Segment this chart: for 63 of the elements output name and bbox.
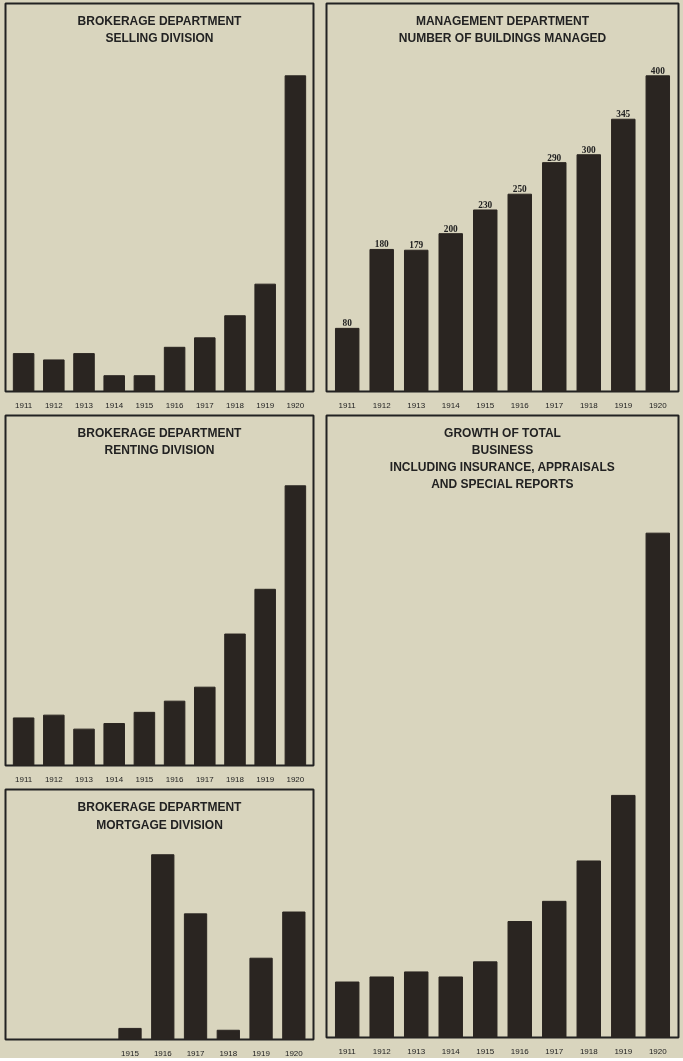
data-label: 180 xyxy=(374,239,390,250)
data-label: 250 xyxy=(512,184,528,195)
chart-subtitle: NUMBER OF BUILDINGS MANAGED xyxy=(398,31,607,46)
x-tick-label: 1917 xyxy=(545,400,564,410)
x-tick-label: 1913 xyxy=(75,400,94,410)
x-tick-label: 1917 xyxy=(186,1048,205,1058)
x-tick-label: 1917 xyxy=(545,1046,564,1056)
chart-title: BROKERAGE DEPARTMENT RENTING DIVISION xyxy=(77,425,243,458)
x-tick-label: 1911 xyxy=(15,400,33,410)
x-tick-label: 1915 xyxy=(476,1046,495,1056)
data-label: 290 xyxy=(547,152,562,163)
x-tick-label: 1914 xyxy=(105,400,124,410)
x-tick-label: 1920 xyxy=(284,1048,304,1058)
x-tick-label: 1914 xyxy=(105,774,124,784)
x-tick-label: 1918 xyxy=(579,400,599,410)
data-label: 345 xyxy=(616,109,631,120)
x-tick-label: 1917 xyxy=(195,774,215,784)
x-tick-label: 1911 xyxy=(15,774,33,784)
x-tick-label: 1911 xyxy=(338,400,357,410)
x-tick-label: 1916 xyxy=(165,774,185,784)
x-tick-label: 1920 xyxy=(286,400,305,410)
x-tick-label: 1913 xyxy=(407,400,426,410)
x-tick-label: 1911 xyxy=(338,1046,357,1056)
x-tick-label: 1915 xyxy=(476,400,495,410)
chart-title: BROKERAGE DEPARTMENT MORTGAGE DIVISION xyxy=(77,799,243,832)
x-tick-label: 1917 xyxy=(195,400,215,410)
x-tick-label: 1913 xyxy=(407,1046,426,1056)
data-label: 230 xyxy=(478,199,493,210)
x-tick-label: 1919 xyxy=(256,400,275,410)
data-label: 300 xyxy=(581,144,597,155)
x-tick-label: 1915 xyxy=(121,1048,140,1058)
data-label: 200 xyxy=(443,223,459,234)
x-tick-label: 1918 xyxy=(226,774,245,784)
x-tick-label: 1914 xyxy=(441,1046,461,1056)
x-tick-label: 1920 xyxy=(648,1046,668,1056)
x-tick-label: 1919 xyxy=(256,774,275,784)
x-tick-label: 1916 xyxy=(165,400,185,410)
chart-title: GROWTH OF TOTAL BUSINESS xyxy=(444,425,561,457)
x-tick-label: 1920 xyxy=(648,400,668,410)
x-tick-label: 1915 xyxy=(135,400,154,410)
x-tick-label: 1920 xyxy=(286,774,305,784)
x-tick-label: 1912 xyxy=(372,1046,392,1056)
x-tick-label: 1912 xyxy=(44,400,64,410)
x-tick-label: 1919 xyxy=(614,1046,633,1056)
x-tick-label: 1916 xyxy=(153,1048,173,1058)
x-tick-label: 1913 xyxy=(75,774,94,784)
x-tick-label: 1918 xyxy=(579,1046,599,1056)
x-tick-label: 1919 xyxy=(252,1048,271,1058)
x-tick-label: 1912 xyxy=(372,400,392,410)
x-tick-label: 1918 xyxy=(226,400,245,410)
data-label: 400 xyxy=(650,65,666,76)
data-label: 179 xyxy=(409,240,424,251)
x-tick-label: 1912 xyxy=(44,774,64,784)
x-tick-label: 1916 xyxy=(510,1046,530,1056)
chart-subtitle: INCLUDING INSURANCE, APPRAISALS AND SPECIAL REPORTS xyxy=(389,460,615,492)
x-tick-label: 1915 xyxy=(135,774,154,784)
x-tick-label: 1914 xyxy=(441,400,461,410)
data-label: 80 xyxy=(342,318,353,329)
x-tick-label: 1916 xyxy=(510,400,530,410)
chart-title: BROKERAGE DEPARTMENT SELLING DIVISION xyxy=(77,13,243,46)
x-tick-label: 1919 xyxy=(614,400,633,410)
x-tick-label: 1918 xyxy=(219,1048,238,1058)
chart-title: MANAGEMENT DEPARTMENT xyxy=(415,13,590,28)
